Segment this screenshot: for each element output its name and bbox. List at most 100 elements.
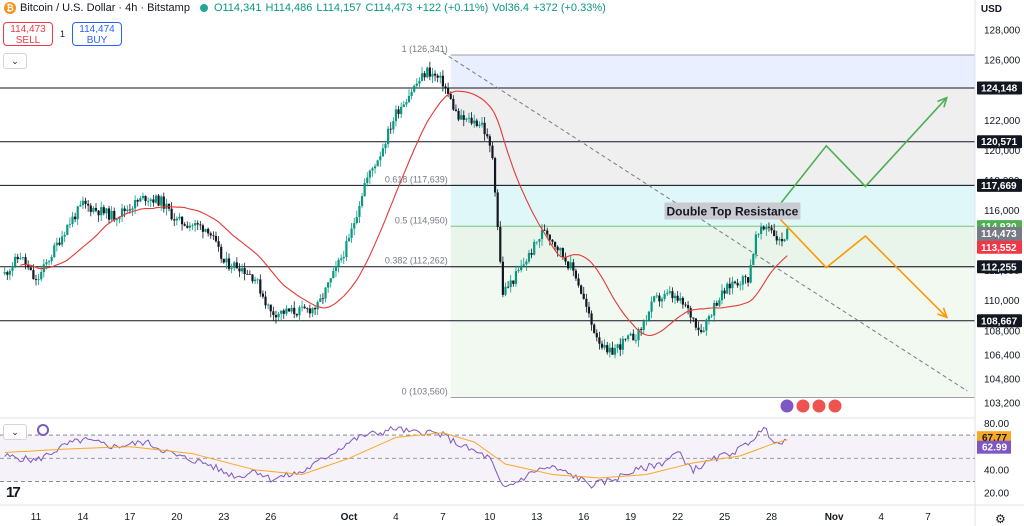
candle-body [173,219,176,221]
candle-body [653,296,656,302]
candle-body [533,241,536,255]
candle-body [626,335,630,340]
candle-body [593,324,596,334]
candle-body [261,293,265,297]
candle-body [778,238,781,241]
candle-body [79,205,82,207]
rsi-value: 62.99 [982,443,1007,454]
fib-label: 0.5 (114,950) [395,215,448,225]
candle-body [259,279,262,294]
candle-body [201,225,205,232]
annotations[interactable]: Double Top Resistance [664,202,801,220]
candle-body [327,282,330,288]
bullish-path-arrowhead [937,96,949,108]
candle-body [715,302,718,306]
time-tick-label: 11 [31,512,42,523]
candle-body [6,272,9,275]
buy-button[interactable]: 114,474 BUY [72,22,122,46]
candle-body [358,205,361,217]
high-value: H114,486 [265,2,313,14]
candle-body [668,291,671,293]
candle-body [134,200,137,209]
candle-body [590,313,593,325]
candle-body [686,305,690,309]
candle-body [246,273,249,275]
candle-body [462,115,465,120]
fib-retracement[interactable]: 1 (126,341) 0.618 (117,639) 0.5 (114,950) 0… [385,44,976,399]
candle-body [27,265,30,268]
candle-body [89,205,92,212]
candle-body [413,85,416,92]
change-value: +122 (+0.11%) [416,2,489,14]
rsi-indicator-icon[interactable] [37,424,49,436]
candle-body [324,287,327,299]
price-label-text: 113,552 [981,243,1017,254]
candle-body [507,286,510,288]
candle-body [452,98,455,110]
candle-body [749,265,752,283]
candle-body [353,223,356,229]
candle-body [566,261,570,269]
candles [3,61,789,359]
fib-zone [450,266,976,398]
candle-body [733,281,737,283]
candle-body [765,227,768,230]
sell-label: SELL [15,35,41,46]
candle-body [186,225,189,228]
candle-body [436,75,439,78]
candle-body [561,248,564,257]
candle-body [499,226,502,262]
candle-body [149,199,152,201]
low-value: L114,157 [316,2,362,14]
candle-body [141,195,145,199]
projection-paths[interactable] [775,96,949,319]
candle-body [580,285,583,294]
candle-body [467,117,471,119]
horizontal-levels[interactable] [0,87,975,322]
time-tick-label: 26 [265,512,277,523]
candle-body [162,196,165,209]
time-tick-label: 4 [393,512,399,523]
candle-body [457,110,460,120]
candle-body [512,280,515,284]
candle-body [543,229,546,231]
candle-body [574,270,578,279]
candle-body [355,216,358,224]
trendline[interactable] [442,52,968,392]
candle-body [74,216,77,220]
candle-body [253,279,257,282]
candle-body [705,319,708,331]
candle-body [702,330,705,333]
time-axis[interactable]: 11 14 17 20 23 26 Oct 4 7 10 13 16 19 22 25 28 Nov 4 7 [0,417,1024,523]
candle-body [470,117,473,124]
symbol-title[interactable]: Bitcoin / U.S. Dollar · 4h · Bitstamp [20,2,190,14]
candle-body [3,272,6,274]
candle-body [136,200,139,202]
candle-body [645,320,648,322]
candle-body [736,282,739,286]
currency-label[interactable]: USD [980,4,1002,15]
events-icons[interactable] [780,399,842,413]
sell-button[interactable]: 114,473 SELL [3,22,53,46]
candle-body [233,262,236,269]
time-tick-label: 7 [440,512,446,523]
price-axis[interactable]: 128,000126,000124,000122,000120,000118,0… [974,0,1022,526]
candle-body [92,208,95,212]
candle-body [754,234,757,255]
price-label-text: 108,667 [981,316,1018,327]
candle-body [428,67,431,77]
candle-body [34,279,38,280]
collapse-chevron-icon[interactable]: ⌄ [3,53,27,69]
candle-body [256,279,259,281]
time-tick-label: 19 [625,512,637,523]
candle-body [475,120,478,126]
candle-body [671,291,674,299]
rsi-collapse-chevron-icon[interactable]: ⌄ [3,424,27,440]
candle-body [697,327,700,331]
candle-body [658,295,661,302]
candle-body [726,283,729,294]
price-label-text: 124,148 [981,83,1018,94]
settings-gear-icon[interactable]: ⚙ [995,512,1006,526]
